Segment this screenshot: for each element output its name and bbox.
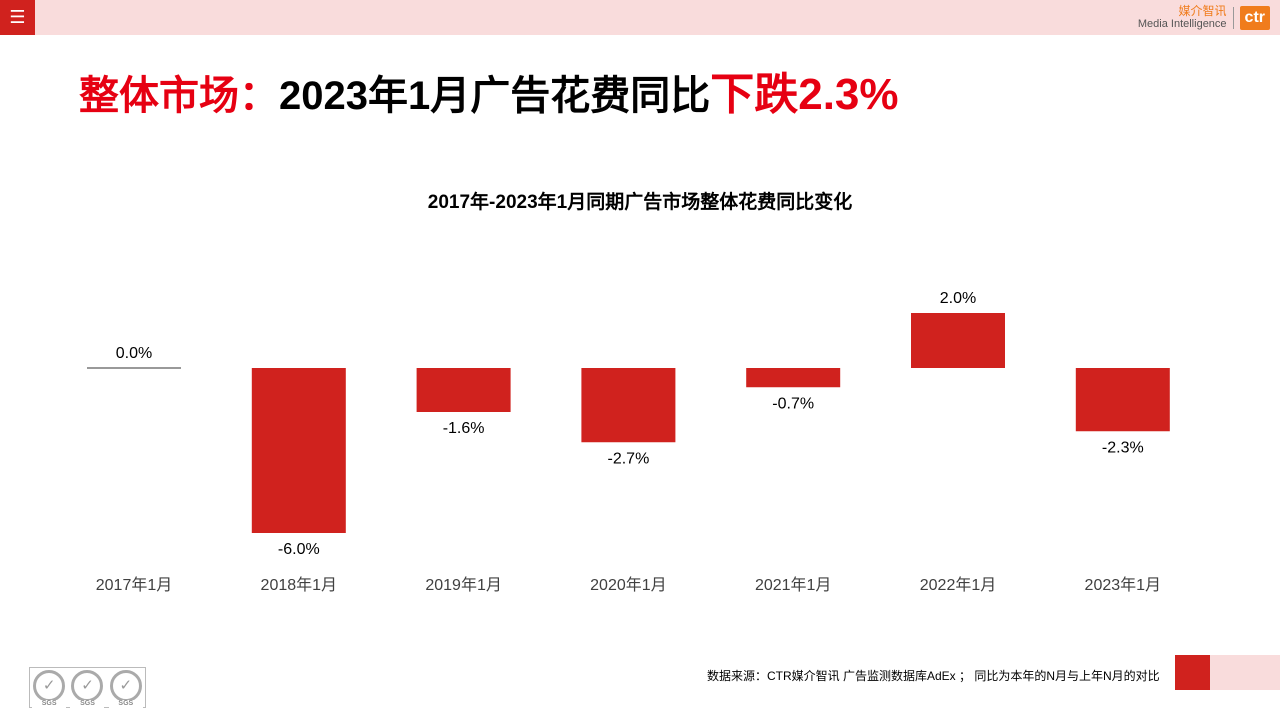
footer-pink-block — [1210, 655, 1280, 690]
data-label: -0.7% — [772, 395, 814, 412]
title-main: 2023年1月广告花费同比 — [279, 74, 711, 118]
footer-red-block — [1175, 655, 1210, 690]
x-tick-label: 2020年1月 — [590, 576, 667, 594]
data-label: -2.3% — [1102, 439, 1144, 456]
x-tick-label: 2021年1月 — [755, 576, 832, 594]
data-label: -6.0% — [278, 541, 320, 558]
bar — [416, 368, 511, 412]
page-title: 整体市场：2023年1月广告花费同比下跌2.3% — [79, 58, 899, 122]
logo-divider — [1232, 7, 1234, 29]
title-prefix: 整体市场： — [79, 74, 279, 118]
bar — [251, 368, 346, 533]
sgs-check-icon: ✓ — [109, 669, 142, 702]
sgs-label: SGS — [108, 699, 143, 708]
sgs-label: SGS — [70, 699, 105, 708]
hamburger-icon: ☰ — [9, 7, 26, 27]
sgs-label: SGS — [32, 699, 67, 708]
sgs-check-icon: ✓ — [33, 669, 66, 702]
chart-title: 2017年-2023年1月同期广告市场整体花费同比变化 — [427, 192, 853, 213]
x-tick-label: 2023年1月 — [1085, 576, 1162, 594]
data-label: 2.0% — [940, 290, 976, 307]
sgs-certification-badges: ✓ SGS ✓ SGS ✓ SGS — [29, 667, 146, 708]
data-source-note: 数据来源：CTR媒介智讯 广告监测数据库AdEx ； 同比为本年的N月与上年N月… — [707, 669, 1160, 683]
sgs-badge: ✓ SGS — [70, 669, 105, 708]
bar — [746, 368, 841, 388]
bar — [1075, 368, 1170, 432]
sgs-badge: ✓ SGS — [32, 669, 67, 708]
x-tick-label: 2017年1月 — [96, 576, 173, 594]
sgs-check-icon: ✓ — [71, 669, 104, 702]
data-label: -1.6% — [443, 420, 485, 437]
menu-button[interactable]: ☰ — [0, 0, 35, 35]
data-label: 0.0% — [116, 345, 152, 362]
data-label: -2.7% — [608, 450, 650, 467]
logo-cn: 媒介智讯 — [1178, 4, 1227, 18]
x-tick-label: 2022年1月 — [920, 576, 997, 594]
sgs-badge: ✓ SGS — [108, 669, 143, 708]
logo-en: Media Intelligence — [1137, 18, 1227, 30]
logo-mark: ctr — [1239, 6, 1270, 30]
top-bar — [0, 0, 1280, 35]
bar — [581, 368, 676, 443]
title-highlight: 下跌2.3% — [710, 70, 899, 119]
bar — [911, 313, 1005, 368]
x-tick-label: 2018年1月 — [261, 576, 338, 594]
x-tick-label: 2019年1月 — [425, 576, 502, 594]
ctr-logo: 媒介智讯 Media Intelligence ctr — [1138, 3, 1270, 33]
